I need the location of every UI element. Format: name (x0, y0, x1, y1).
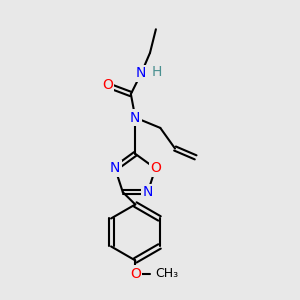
Text: O: O (150, 161, 161, 176)
Text: N: N (136, 66, 146, 80)
Text: N: N (142, 185, 153, 199)
Text: N: N (110, 161, 120, 176)
Text: O: O (102, 78, 113, 92)
Text: N: N (130, 111, 140, 124)
Text: H: H (152, 65, 162, 79)
Text: CH₃: CH₃ (155, 267, 178, 280)
Text: O: O (130, 267, 141, 281)
